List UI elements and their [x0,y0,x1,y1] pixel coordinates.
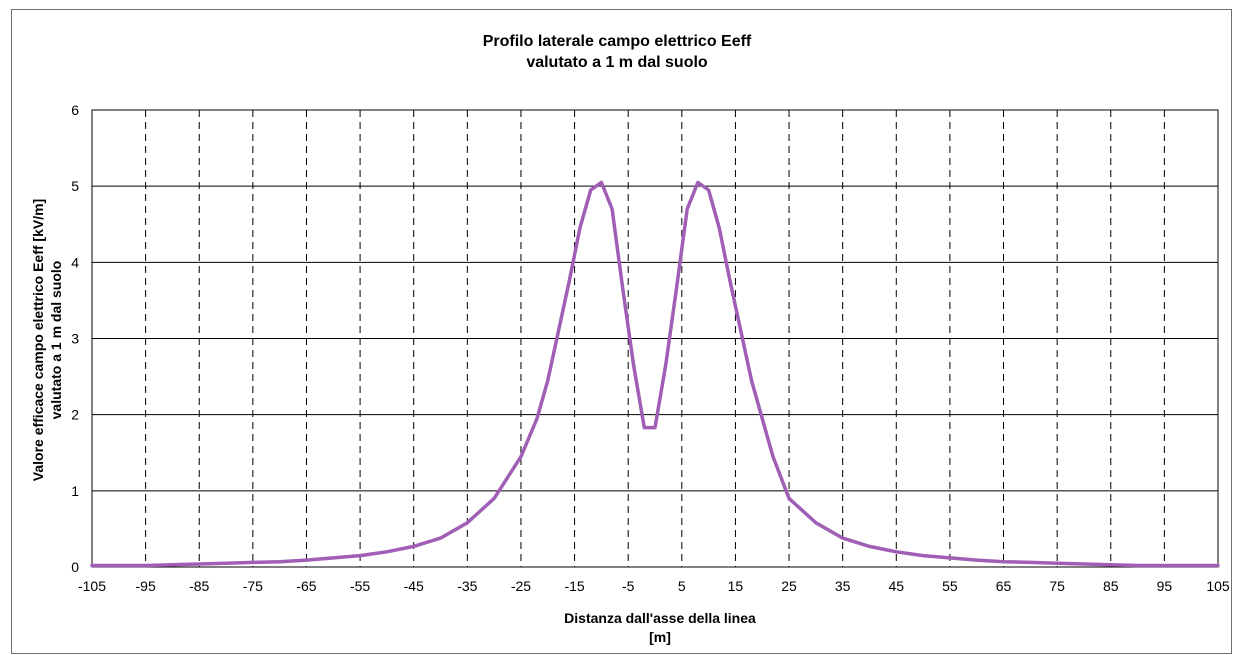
x-tick-label: -105 [78,578,106,594]
x-tick-label: 65 [996,578,1012,594]
y-gridlines [92,185,1218,492]
x-tick-label: -45 [404,578,424,594]
y-tick-label: 4 [71,254,79,270]
y-tick-labels: 0 1 2 3 4 5 6 [71,102,79,575]
chart-frame [11,9,1232,654]
x-tick-label: 35 [835,578,851,594]
x-tick-label: -55 [350,578,370,594]
series-layer [90,180,1220,568]
x-tick-labels: -105 -95 -85 -75 -65 -55 -45 -35 -25 -15 -5 5 15 25 35… [78,578,1230,594]
chart-title: Profilo laterale campo elettrico Eeff [482,33,752,50]
y-axis-label: Valore efficace campo elettrico Eeff [kV… [29,199,65,481]
y-tick-label: 5 [71,178,79,194]
x-tick-label: 105 [1206,578,1230,594]
x-tick-label: 85 [1103,578,1119,594]
x-tick-label: -25 [511,578,531,594]
x-tick-label: -35 [457,578,477,594]
x-tick-label: 25 [781,578,797,594]
y-tick-label: 6 [71,102,79,118]
x-tick-label: -75 [243,578,263,594]
x-axis-unit: [m] [649,629,671,645]
x-tick-label: 15 [728,578,744,594]
x-tick-label: -65 [296,578,316,594]
x-tick-label: 55 [942,578,958,594]
x-tick-label: -15 [564,578,584,594]
chart-subtitle: valutato a 1 m dal suolo [526,54,708,71]
x-tick-label: -5 [622,578,635,594]
x-tick-label: 5 [678,578,686,594]
series-line [90,180,1220,568]
y-tick-label: 3 [71,331,79,347]
x-tick-label: 75 [1049,578,1065,594]
y-tick-label: 0 [71,559,79,575]
x-axis-label: Distanza dall'asse della linea [564,610,756,626]
y-tick-label: 2 [71,407,79,423]
x-tick-label: -85 [189,578,209,594]
x-tick-label: -95 [136,578,156,594]
x-tick-label: 95 [1157,578,1173,594]
plot-area-border [91,109,1219,568]
y-tick-label: 1 [71,483,79,499]
y-axis-label-line2: valutato a 1 m dal suolo [48,260,64,420]
x-tick-label: 45 [888,578,904,594]
y-axis-label-line1: Valore efficace campo elettrico Eeff [kV… [30,198,46,482]
